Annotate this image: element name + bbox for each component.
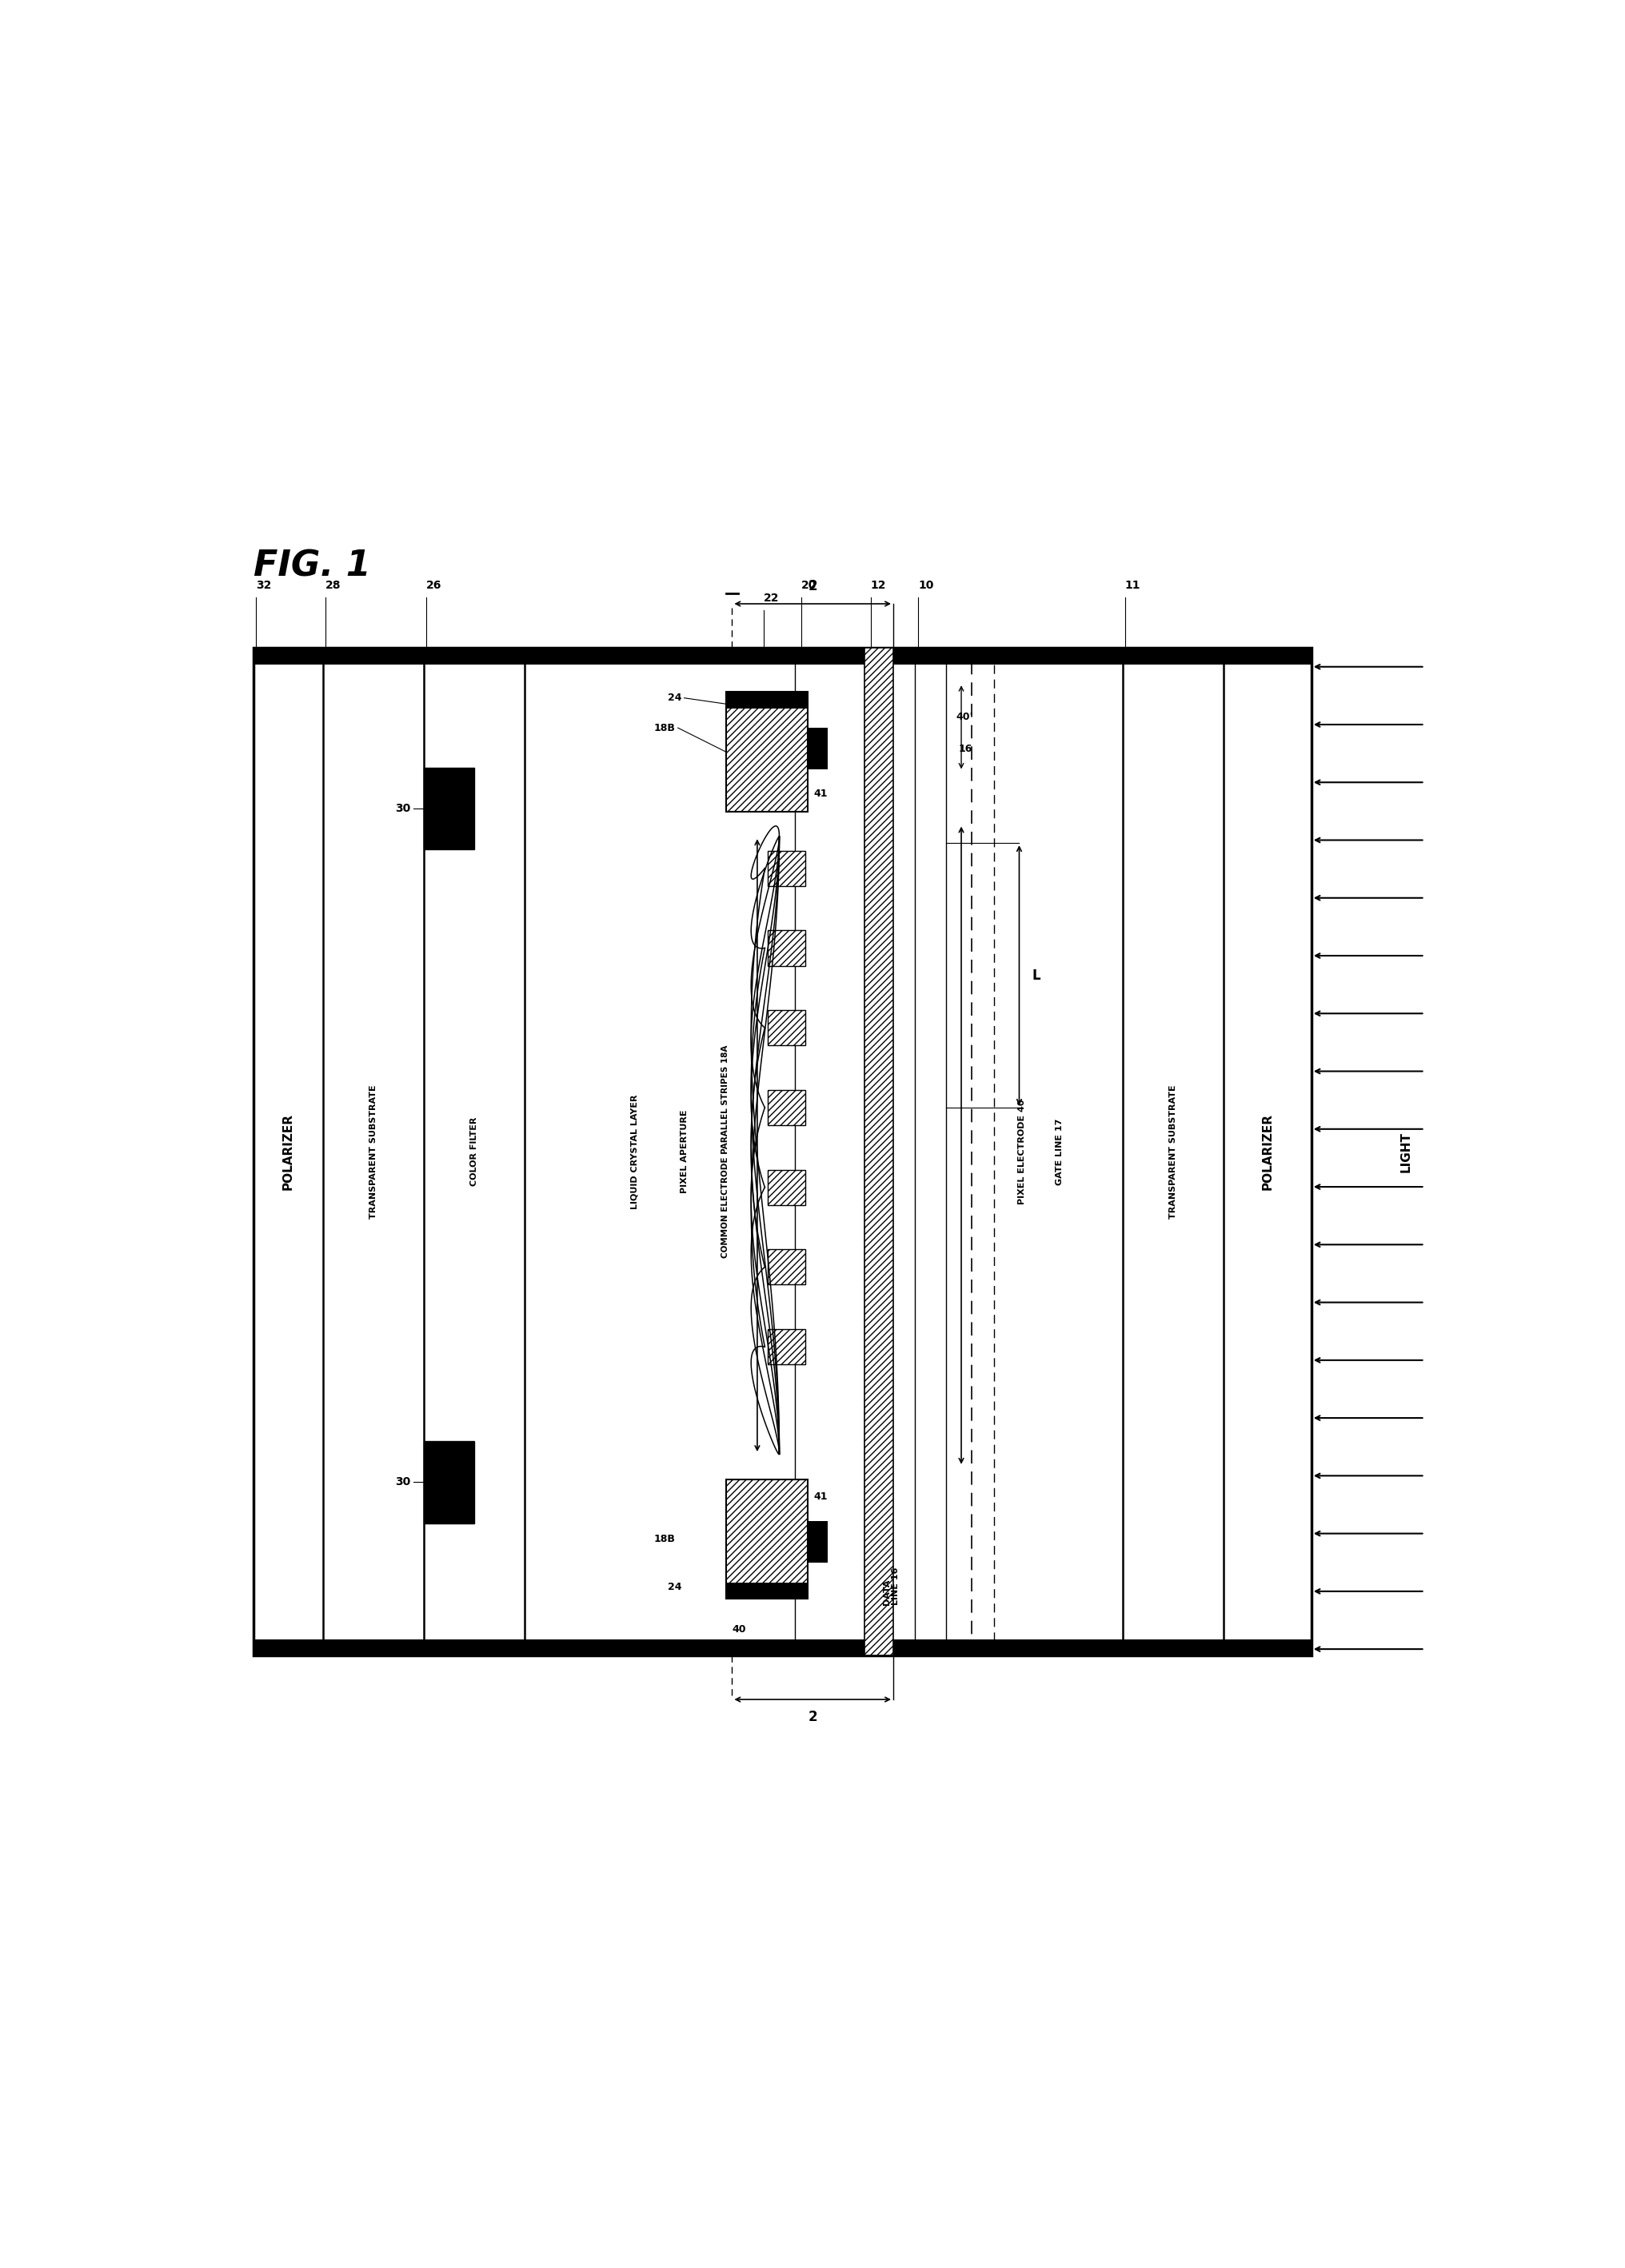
Bar (726, 692, 808, 708)
Bar (808, 1522, 827, 1563)
Text: 41: 41 (814, 789, 827, 798)
Text: TRANSPARENT SUBSTRATE: TRANSPARENT SUBSTRATE (369, 1084, 377, 1218)
Text: 22: 22 (764, 592, 778, 603)
Bar (254, 649, 1311, 665)
Text: 16: 16 (959, 744, 973, 753)
Text: TRANSPARENT SUBSTRATE: TRANSPARENT SUBSTRATE (1168, 1084, 1177, 1218)
Bar (865, 649, 894, 1656)
Text: COMMON ELECTRODE PARALLEL STRIPES 18A: COMMON ELECTRODE PARALLEL STRIPES 18A (722, 1046, 730, 1259)
Bar (424, 1440, 474, 1524)
Text: POLARIZER: POLARIZER (283, 1114, 294, 1191)
Bar (254, 649, 1311, 1656)
Text: 20: 20 (801, 581, 817, 592)
Bar (767, 930, 804, 966)
Bar (767, 850, 804, 887)
Text: 40: 40 (731, 1624, 746, 1635)
Text: 11: 11 (1124, 581, 1141, 592)
Text: 32: 32 (257, 581, 271, 592)
Bar (424, 767, 474, 850)
Bar (767, 1329, 804, 1365)
Text: POLARIZER: POLARIZER (1261, 1114, 1274, 1191)
Text: DATA
LINE 16: DATA LINE 16 (882, 1567, 900, 1606)
Text: LIGHT: LIGHT (1399, 1132, 1412, 1173)
Bar (767, 1250, 804, 1284)
Text: L: L (1032, 968, 1040, 982)
Text: COLOR FILTER: COLOR FILTER (470, 1118, 478, 1186)
Text: 40': 40' (956, 712, 973, 721)
Bar (767, 1009, 804, 1046)
Bar (726, 692, 808, 812)
Text: 10: 10 (918, 581, 934, 592)
Text: 41: 41 (814, 1492, 827, 1501)
Text: GATE LINE 17: GATE LINE 17 (1056, 1118, 1063, 1184)
Text: PIXEL ELECTRODE 40: PIXEL ELECTRODE 40 (1017, 1100, 1025, 1204)
Text: 28: 28 (325, 581, 341, 592)
Text: 12: 12 (871, 581, 886, 592)
Text: 26: 26 (426, 581, 442, 592)
Bar (767, 1170, 804, 1204)
Text: 18B: 18B (653, 723, 676, 733)
Bar (767, 1091, 804, 1125)
Bar (726, 1583, 808, 1599)
Text: 24: 24 (668, 692, 682, 703)
Text: 24: 24 (668, 1581, 682, 1592)
Bar (726, 1479, 808, 1599)
Text: 30: 30 (395, 803, 411, 814)
Text: 2: 2 (808, 1710, 817, 1724)
Text: 30: 30 (395, 1476, 411, 1488)
Text: FIG. 1: FIG. 1 (254, 549, 371, 583)
Text: 18B: 18B (653, 1533, 676, 1545)
Bar (808, 728, 827, 769)
Text: LIQUID CRYSTAL LAYER: LIQUID CRYSTAL LAYER (631, 1093, 639, 1209)
Text: 2: 2 (808, 578, 817, 594)
Text: PIXEL APERTURE: PIXEL APERTURE (681, 1109, 689, 1193)
Bar (254, 1640, 1311, 1656)
